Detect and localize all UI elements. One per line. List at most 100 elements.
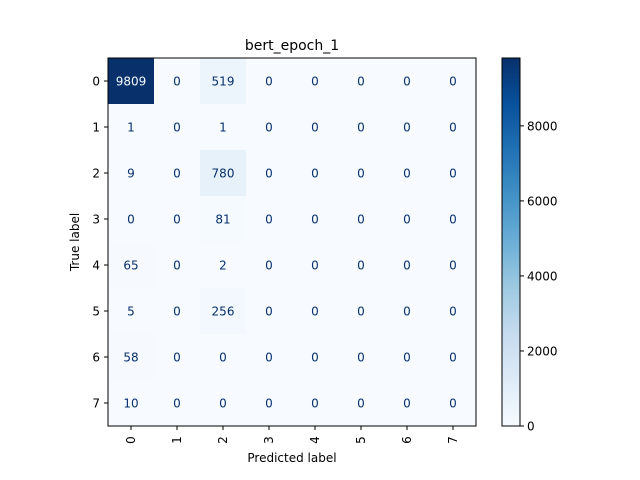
heatmap-cell: [292, 288, 339, 335]
heatmap-cell: [200, 150, 247, 197]
heatmap-cell: [246, 334, 293, 381]
cell-value-label: 0: [403, 121, 411, 135]
heatmap-cell: [384, 104, 431, 151]
cell-value-label: 0: [357, 121, 365, 135]
colorbar-tick-label: 8000: [527, 119, 558, 133]
heatmap-cell: [338, 242, 385, 289]
x-tick-label: 4: [308, 436, 322, 444]
colorbar-tick-label: 6000: [527, 194, 558, 208]
heatmap-cell: [292, 196, 339, 243]
cell-value-label: 0: [449, 121, 457, 135]
cell-value-label: 0: [403, 397, 411, 411]
cell-value-label: 0: [265, 213, 273, 227]
cell-value-label: 0: [449, 351, 457, 365]
heatmap-cell: [430, 288, 477, 335]
heatmap-cell: [384, 380, 431, 427]
cell-value-label: 0: [173, 259, 181, 273]
heatmap-cell: [292, 242, 339, 289]
cell-value-label: 10: [123, 397, 138, 411]
x-tick-label: 1: [170, 436, 184, 444]
y-tick-label: 4: [92, 259, 100, 273]
cell-value-label: 9: [127, 167, 135, 181]
heatmap-cell: [108, 58, 155, 105]
heatmap-cell: [246, 104, 293, 151]
y-axis-label: True label: [68, 213, 82, 272]
heatmap-cell: [338, 196, 385, 243]
y-tick-label: 5: [92, 305, 100, 319]
heatmap-cell: [154, 104, 201, 151]
heatmap-cell: [338, 288, 385, 335]
cell-value-label: 0: [357, 213, 365, 227]
heatmap-cell: [430, 58, 477, 105]
heatmap-cells: [108, 58, 477, 427]
heatmap-cell: [384, 242, 431, 289]
heatmap-cell: [200, 196, 247, 243]
cell-value-label: 0: [311, 305, 319, 319]
cell-value-label: 0: [357, 305, 365, 319]
colorbar-tick-label: 0: [527, 420, 535, 434]
cell-value-label: 0: [219, 397, 227, 411]
cell-value-label: 0: [265, 305, 273, 319]
cell-value-label: 256: [212, 305, 235, 319]
cell-value-label: 0: [357, 167, 365, 181]
heatmap-cell: [246, 242, 293, 289]
cell-value-label: 0: [403, 213, 411, 227]
heatmap-cell: [430, 242, 477, 289]
heatmap-cell: [384, 58, 431, 105]
heatmap-cell: [338, 334, 385, 381]
cell-value-label: 0: [173, 121, 181, 135]
cell-value-label: 0: [265, 259, 273, 273]
heatmap-cell: [430, 104, 477, 151]
heatmap-cell: [108, 150, 155, 197]
cell-value-label: 0: [403, 167, 411, 181]
y-tick-label: 2: [92, 167, 100, 181]
heatmap-cell: [338, 104, 385, 151]
heatmap-cell: [384, 334, 431, 381]
cell-value-label: 0: [311, 121, 319, 135]
colorbar: [501, 57, 521, 427]
heatmap-cell: [292, 58, 339, 105]
cell-value-label: 0: [449, 305, 457, 319]
heatmap-cell: [292, 104, 339, 151]
heatmap-cell: [200, 288, 247, 335]
heatmap-cell: [338, 150, 385, 197]
cell-value-label: 0: [449, 75, 457, 89]
cell-value-label: 0: [173, 75, 181, 89]
cell-value-label: 0: [311, 213, 319, 227]
cell-value-label: 0: [173, 351, 181, 365]
cell-value-label: 0: [127, 213, 135, 227]
cell-value-label: 9809: [116, 75, 147, 89]
cell-value-label: 0: [449, 213, 457, 227]
heatmap-cell: [292, 150, 339, 197]
heatmap-cell: [430, 150, 477, 197]
cell-value-label: 0: [449, 167, 457, 181]
y-tick-label: 7: [92, 397, 100, 411]
heatmap-cell: [108, 196, 155, 243]
heatmap-cell: [338, 380, 385, 427]
heatmap-cell: [200, 334, 247, 381]
cell-value-label: 2: [219, 259, 227, 273]
cell-value-label: 1: [127, 121, 135, 135]
heatmap-cell: [246, 288, 293, 335]
x-tick-label: 3: [262, 436, 276, 444]
y-tick-label: 3: [92, 213, 100, 227]
heatmap-cell: [200, 104, 247, 151]
heatmap-cell: [154, 58, 201, 105]
heatmap-cell: [154, 242, 201, 289]
heatmap-cell: [108, 380, 155, 427]
cell-value-label: 0: [357, 75, 365, 89]
cell-value-label: 780: [212, 167, 235, 181]
cell-value-label: 0: [265, 351, 273, 365]
cell-value-label: 0: [449, 259, 457, 273]
chart-title: bert_epoch_1: [245, 38, 339, 54]
y-tick-label: 0: [92, 75, 100, 89]
heatmap-cell: [430, 380, 477, 427]
x-axis-ticks: 0 1 2 3 4 5 6 7: [124, 426, 460, 444]
cell-value-label: 0: [403, 259, 411, 273]
cell-value-label: 0: [265, 121, 273, 135]
cell-value-label: 81: [215, 213, 230, 227]
x-axis-label: Predicted label: [247, 451, 336, 465]
heatmap-cell: [154, 380, 201, 427]
cell-value-label: 0: [311, 397, 319, 411]
